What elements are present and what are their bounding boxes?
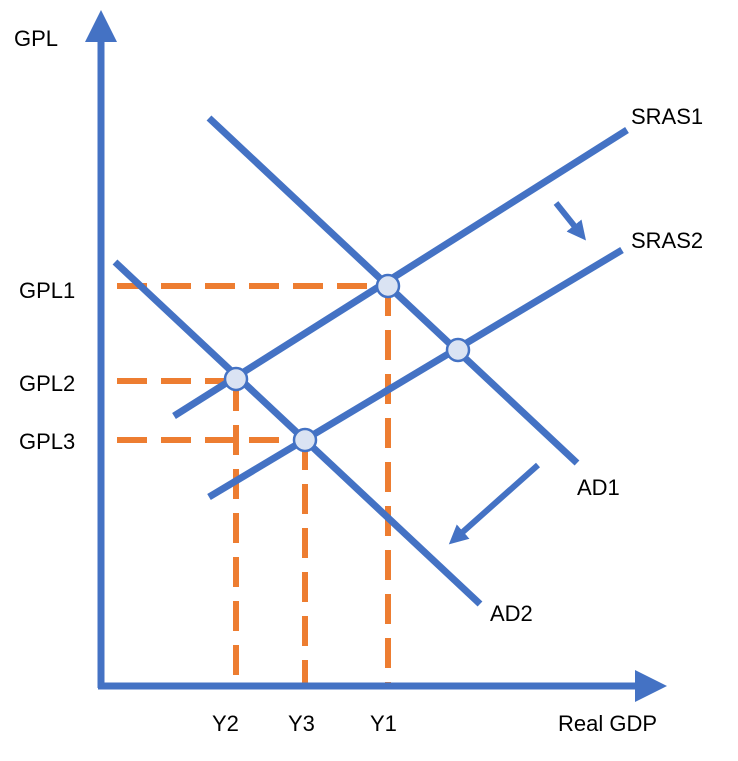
- y-axis-arrow-icon: [85, 10, 117, 42]
- shift-arrows: [448, 201, 586, 545]
- curves: [112, 115, 629, 607]
- ad1-label: AD1: [577, 475, 620, 500]
- sras1-label: SRAS1: [631, 104, 703, 129]
- axes: [85, 10, 667, 702]
- shift-right-down-icon: [553, 201, 586, 241]
- x-axis-arrow-icon: [635, 670, 667, 702]
- shift-left-down-icon: [448, 462, 540, 545]
- equilibrium-point-ad2-sras1: [223, 366, 249, 392]
- gpl2-label: GPL2: [19, 371, 75, 396]
- gpl3-label: GPL3: [19, 429, 75, 454]
- y2-label: Y2: [212, 711, 239, 736]
- sras1-curve: [172, 127, 629, 419]
- gpl1-label: GPL1: [19, 278, 75, 303]
- sras2-label: SRAS2: [631, 228, 703, 253]
- ad2-label: AD2: [490, 601, 533, 626]
- y-axis-label: GPL: [14, 26, 58, 51]
- equilibrium-point-ad1-sras1: [375, 273, 401, 299]
- y3-label: Y3: [288, 711, 315, 736]
- labels: GPL Real GDP SRAS1 SRAS2 AD1 AD2 GPL1 GP…: [14, 26, 703, 736]
- equilibrium-point-ad1-sras2: [445, 337, 471, 363]
- equilibrium-point-ad2-sras2: [292, 427, 318, 453]
- guide-lines: [117, 283, 391, 686]
- y1-label: Y1: [370, 711, 397, 736]
- equilibrium-points: [223, 273, 471, 453]
- x-axis-label: Real GDP: [558, 711, 657, 736]
- sras2-curve: [207, 246, 624, 501]
